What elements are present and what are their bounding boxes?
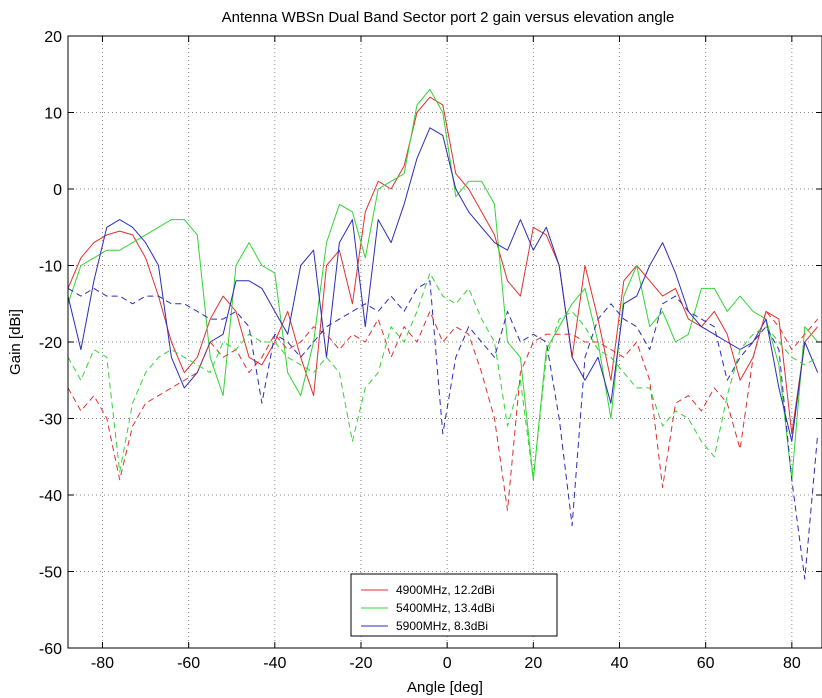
y-tick-label: 0 <box>53 182 62 199</box>
y-tick-label: -40 <box>39 488 62 505</box>
x-tick-label: -20 <box>349 655 372 672</box>
legend: 4900MHz, 12.2dBi 5400MHz, 13.4dBi 5900MHz,… <box>351 574 557 636</box>
y-tick-label: -20 <box>39 335 62 352</box>
x-tick-label: 80 <box>783 655 801 672</box>
series-5900-dashed <box>68 281 818 579</box>
y-tick-label: -50 <box>39 565 62 582</box>
legend-entry: 5400MHz, 13.4dBi <box>396 601 495 615</box>
y-tick-label: -10 <box>39 259 62 276</box>
x-tick-label: -40 <box>263 655 286 672</box>
chart-title: Antenna WBSn Dual Band Sector port 2 gai… <box>222 9 675 26</box>
x-tick-label: -60 <box>177 655 200 672</box>
y-tick-label: -30 <box>39 412 62 429</box>
x-axis-label: Angle [deg] <box>407 679 483 696</box>
x-tick-label: -80 <box>91 655 114 672</box>
series-group <box>68 90 818 580</box>
x-tick-label: 0 <box>443 655 452 672</box>
x-tick-label: 60 <box>697 655 715 672</box>
y-tick-label: 10 <box>44 106 62 123</box>
x-tick-label: 40 <box>611 655 629 672</box>
y-tick-label: 20 <box>44 29 62 46</box>
x-tick-label: 20 <box>524 655 542 672</box>
y-axis-label: Gain [dBi] <box>7 309 24 375</box>
legend-entry: 5900MHz, 8.3dBi <box>396 619 488 633</box>
legend-entry: 4900MHz, 12.2dBi <box>396 583 495 597</box>
y-tick-label: -60 <box>39 641 62 658</box>
